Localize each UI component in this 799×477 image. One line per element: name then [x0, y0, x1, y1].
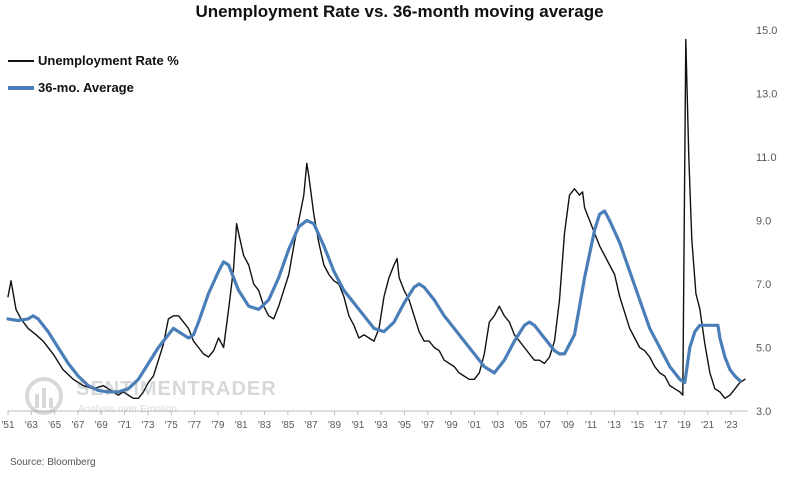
x-tick-label: '01 — [468, 420, 481, 431]
y-tick-label: 15.0 — [756, 25, 777, 37]
x-tick-label: '23 — [724, 420, 737, 431]
watermark: SENTIMENTRADER Analysis over Emotion — [16, 374, 276, 420]
legend-swatch-average — [8, 85, 34, 90]
x-tick-label: '73 — [141, 420, 154, 431]
x-tick-label: '13 — [608, 420, 621, 431]
x-tick-label: '71 — [118, 420, 131, 431]
x-tick-label: '87 — [305, 420, 318, 431]
x-tick-label: '99 — [445, 420, 458, 431]
legend-item-average: 36-mo. Average — [8, 80, 134, 95]
x-tick-label: '11 — [585, 420, 598, 431]
watermark-tagline: Analysis over Emotion — [78, 404, 177, 415]
y-tick-label: 11.0 — [756, 152, 777, 164]
unemployment-rate-line — [7, 38, 746, 399]
y-tick-label: 7.0 — [756, 279, 771, 291]
x-tick-label: '83 — [258, 420, 271, 431]
x-tick-label: '75 — [165, 420, 178, 431]
x-tick-label: '97 — [421, 420, 434, 431]
x-tick-label: '65 — [48, 420, 61, 431]
y-tick-label: 5.0 — [756, 343, 771, 355]
x-tick-label: '15 — [631, 420, 644, 431]
x-tick-label: '77 — [188, 420, 201, 431]
y-tick-label: 13.0 — [756, 89, 777, 101]
x-tick-label: '81 — [235, 420, 248, 431]
x-tick-label: '69 — [95, 420, 108, 431]
x-tick-label: '91 — [351, 420, 364, 431]
legend-item-unemployment: Unemployment Rate % — [8, 53, 179, 68]
moving-average-line — [6, 209, 742, 394]
watermark-brand: SENTIMENTRADER — [76, 378, 277, 400]
x-tick-label: '09 — [561, 420, 574, 431]
y-tick-label: 3.0 — [756, 406, 771, 418]
source-note: Source: Bloomberg — [10, 457, 96, 468]
x-tick-label: '67 — [71, 420, 84, 431]
x-tick-label: '05 — [515, 420, 528, 431]
x-tick-label: '79 — [211, 420, 224, 431]
x-tick-label: '93 — [375, 420, 388, 431]
x-tick-label: '63 — [25, 420, 38, 431]
chart-title: Unemployment Rate vs. 36-month moving av… — [195, 2, 604, 21]
x-tick-label: '17 — [655, 420, 668, 431]
legend-swatch-unemployment — [8, 59, 34, 62]
legend-label-average: 36-mo. Average — [38, 80, 134, 95]
x-tick-label: '07 — [538, 420, 551, 431]
x-tick-label: '85 — [281, 420, 294, 431]
x-tick-label: '21 — [701, 420, 714, 431]
legend-label-unemployment: Unemployment Rate % — [38, 53, 179, 68]
watermark-logo-icon — [25, 377, 63, 415]
x-tick-label: '19 — [678, 420, 691, 431]
x-tick-label: '03 — [491, 420, 504, 431]
x-tick-label: '95 — [398, 420, 411, 431]
x-tick-label: '89 — [328, 420, 341, 431]
y-tick-label: 9.0 — [756, 216, 771, 228]
x-tick-label: '51 — [1, 420, 14, 431]
